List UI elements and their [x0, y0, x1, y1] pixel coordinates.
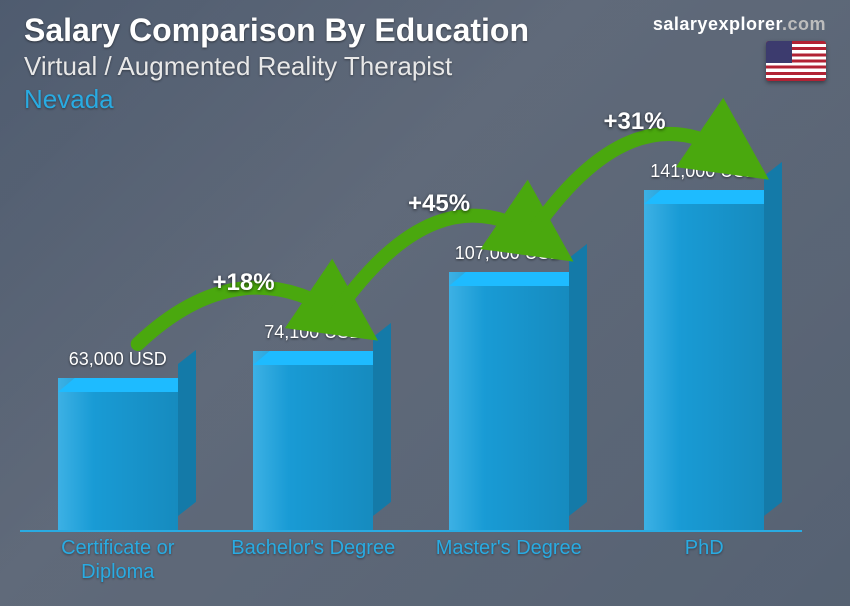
bar-label: Certificate or Diploma — [33, 536, 203, 594]
brand-block: salaryexplorer.com — [653, 14, 826, 81]
labels-container: Certificate or Diploma Bachelor's Degree M… — [20, 536, 802, 594]
brand-domain: .com — [782, 14, 826, 34]
bar — [253, 351, 373, 530]
bar — [449, 272, 569, 530]
bar — [644, 190, 764, 530]
chart-baseline — [20, 530, 802, 532]
bar-value: 74,100 USD — [264, 322, 362, 343]
bars-container: 63,000 USD 74,100 USD 107,000 USD 141,000 U… — [20, 130, 802, 530]
bar-group: 63,000 USD — [33, 349, 203, 530]
bar-label: PhD — [619, 536, 789, 594]
bar-label: Bachelor's Degree — [228, 536, 398, 594]
salary-chart: 63,000 USD 74,100 USD 107,000 USD 141,000 U… — [20, 130, 802, 594]
brand-name: salaryexplorer.com — [653, 14, 826, 35]
bar-group: 107,000 USD — [424, 243, 594, 530]
region-label: Nevada — [24, 84, 826, 115]
bar-group: 74,100 USD — [228, 322, 398, 530]
bar-group: 141,000 USD — [619, 161, 789, 530]
bar-value: 63,000 USD — [69, 349, 167, 370]
bar-value: 141,000 USD — [650, 161, 758, 182]
bar-value: 107,000 USD — [455, 243, 563, 264]
bar — [58, 378, 178, 530]
brand-name-text: salaryexplorer — [653, 14, 782, 34]
flag-icon — [766, 41, 826, 81]
bar-label: Master's Degree — [424, 536, 594, 594]
